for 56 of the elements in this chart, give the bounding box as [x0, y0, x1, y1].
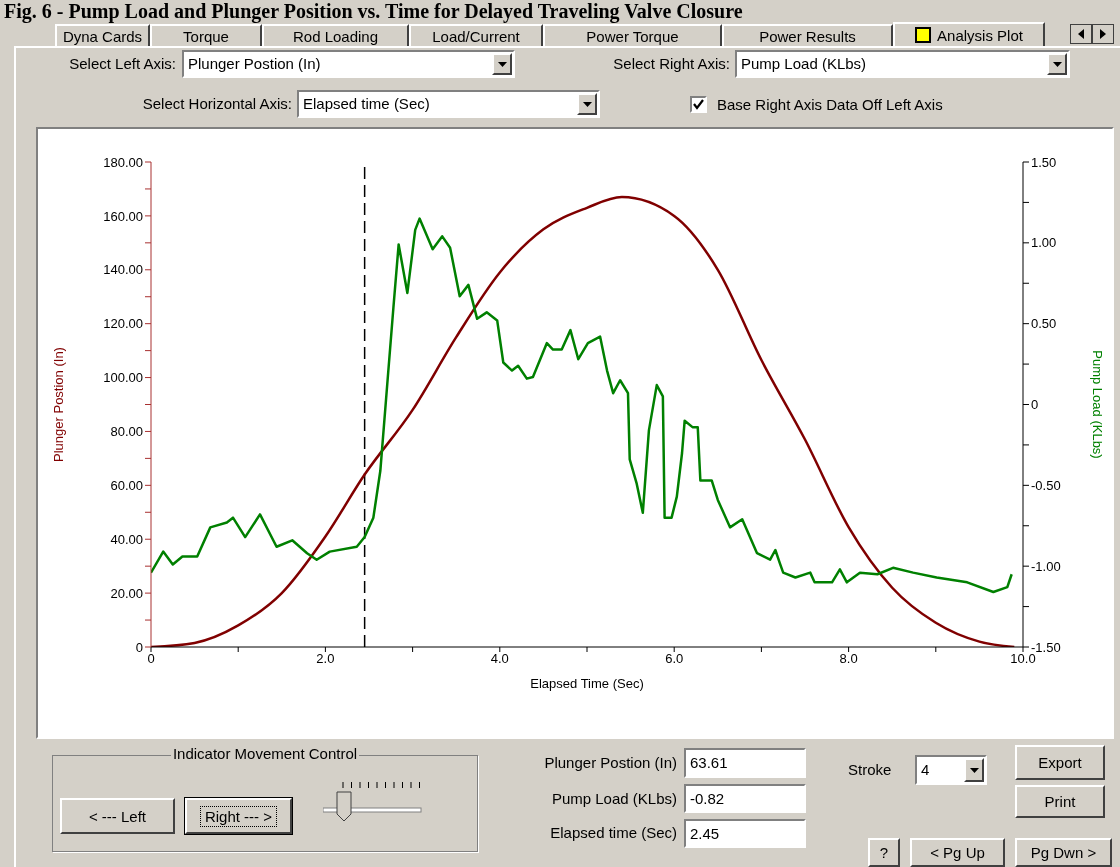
- x-tick-label: 2.0: [316, 651, 335, 667]
- y-tick-label: 140.00: [103, 262, 143, 278]
- text: Right --- >: [199, 805, 278, 827]
- text: Select Left Axis:: [68, 54, 176, 74]
- text: ?: [879, 844, 889, 861]
- y2-tick-label: 1.50: [1031, 154, 1057, 170]
- text: < Pg Up: [930, 844, 985, 861]
- text: Plunger Postion (In): [543, 753, 677, 773]
- text: Elapsed time (Sec): [297, 90, 600, 118]
- text: Stroke: [848, 760, 893, 780]
- text: Print: [1044, 793, 1076, 810]
- y-tick-label: 160.00: [103, 208, 143, 224]
- text: Dyna Cards: [62, 27, 143, 45]
- y2-tick-label: 0.50: [1031, 316, 1057, 332]
- text: Plunger Postion (In): [182, 50, 515, 78]
- text: 4: [915, 755, 987, 785]
- y-tick-label: 40.00: [110, 531, 143, 547]
- y2-axis-title: Pump Load (KLbs): [1090, 350, 1106, 459]
- text: Select Right Axis:: [612, 54, 730, 74]
- chart-title: Fig. 6 - Pump Load and Plunger Position vs. Time for Delayed Traveling Valve Closure: [4, 0, 743, 23]
- y2-tick-label: 0: [1031, 397, 1039, 413]
- y2-tick-label: -1.00: [1031, 558, 1061, 574]
- text: Torque: [183, 27, 229, 45]
- text: Pump Load (KLbs): [550, 789, 677, 809]
- text: Analysis Plot: [937, 26, 1023, 44]
- line-series: [151, 217, 1013, 594]
- text: Select Horizontal Axis:: [141, 94, 292, 114]
- y-axis-title: Plunger Postion (In): [50, 347, 66, 462]
- x-tick-label: 0: [147, 651, 155, 667]
- text: 2.45: [684, 819, 806, 848]
- text: -0.82: [684, 784, 806, 813]
- x-tick-label: 6.0: [665, 651, 684, 667]
- text: 63.61: [684, 748, 806, 778]
- x-axis-title: Elapsed Time (Sec): [530, 676, 644, 692]
- y-tick-label: 20.00: [110, 585, 143, 601]
- text: Load/Current: [432, 27, 520, 45]
- text: Export: [1038, 754, 1082, 771]
- y2-tick-label: 1.00: [1031, 235, 1057, 251]
- text: Power Torque: [586, 27, 679, 45]
- y-tick-label: 80.00: [110, 424, 143, 440]
- text: Indicator Movement Control: [170, 745, 360, 762]
- text: < --- Left: [88, 807, 147, 825]
- y2-tick-label: -0.50: [1031, 477, 1061, 493]
- text: Elapsed time (Sec): [549, 823, 677, 843]
- text: Power Results: [759, 27, 856, 45]
- x-tick-label: 8.0: [839, 651, 858, 667]
- text: Base Right Axis Data Off Left Axis: [717, 95, 943, 113]
- y-tick-label: 120.00: [103, 316, 143, 332]
- y-tick-label: 100.00: [103, 370, 143, 386]
- text: Pg Dwn >: [1030, 844, 1097, 861]
- x-tick-label: 4.0: [490, 651, 509, 667]
- text: Rod Loading: [292, 27, 379, 45]
- y-tick-label: 180.00: [103, 154, 143, 170]
- y-tick-label: 0: [135, 639, 143, 655]
- text: Pump Load (KLbs): [735, 50, 1070, 78]
- y-tick-label: 60.00: [110, 477, 143, 493]
